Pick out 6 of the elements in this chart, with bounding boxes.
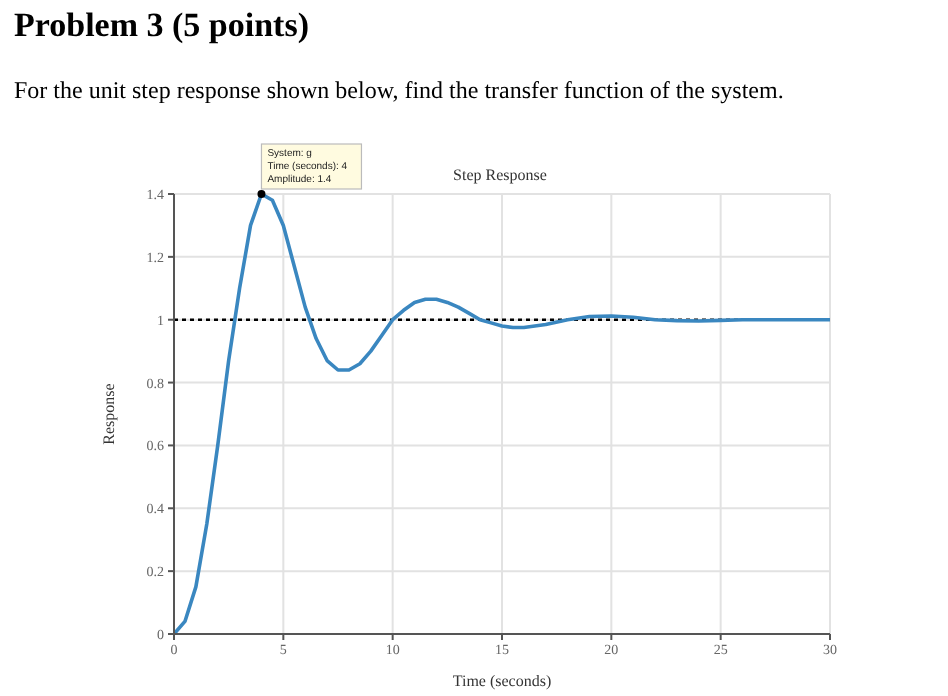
- text: Problem 3 (5 points): [14, 6, 309, 46]
- x-axis-title: Time (seconds): [452, 672, 552, 690]
- y-axis-title: Response: [99, 382, 118, 445]
- line-series: [174, 190, 830, 634]
- chart-title: Step Response: [453, 166, 548, 184]
- text: For the unit step response shown below, find the transfer function of the system.: [14, 76, 784, 106]
